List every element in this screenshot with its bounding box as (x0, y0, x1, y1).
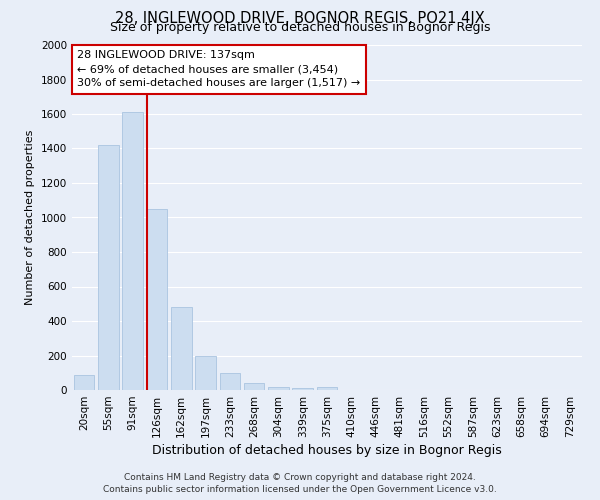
Bar (98, 145, 119, 390)
Text: Contains HM Land Registry data © Crown copyright and database right 2024.
Contai: Contains HM Land Registry data © Crown c… (103, 472, 497, 494)
Bar (268, 386, 289, 390)
Text: Size of property relative to detached houses in Bognor Regis: Size of property relative to detached ho… (110, 22, 490, 35)
Bar (74, 376, 94, 390)
Bar (220, 373, 240, 390)
Bar (122, 112, 143, 390)
Bar (244, 383, 265, 390)
Bar (146, 209, 167, 390)
Text: 28, INGLEWOOD DRIVE, BOGNOR REGIS, PO21 4JX: 28, INGLEWOOD DRIVE, BOGNOR REGIS, PO21 … (115, 11, 485, 26)
Text: 28 INGLEWOOD DRIVE: 137sqm
← 69% of detached houses are smaller (3,454)
30% of s: 28 INGLEWOOD DRIVE: 137sqm ← 69% of deta… (77, 50, 361, 88)
Bar (317, 388, 337, 390)
Bar (195, 356, 216, 390)
Y-axis label: Number of detached properties: Number of detached properties (25, 130, 35, 305)
Bar (171, 307, 191, 390)
X-axis label: Distribution of detached houses by size in Bognor Regis: Distribution of detached houses by size … (152, 444, 502, 457)
Bar (292, 388, 313, 390)
